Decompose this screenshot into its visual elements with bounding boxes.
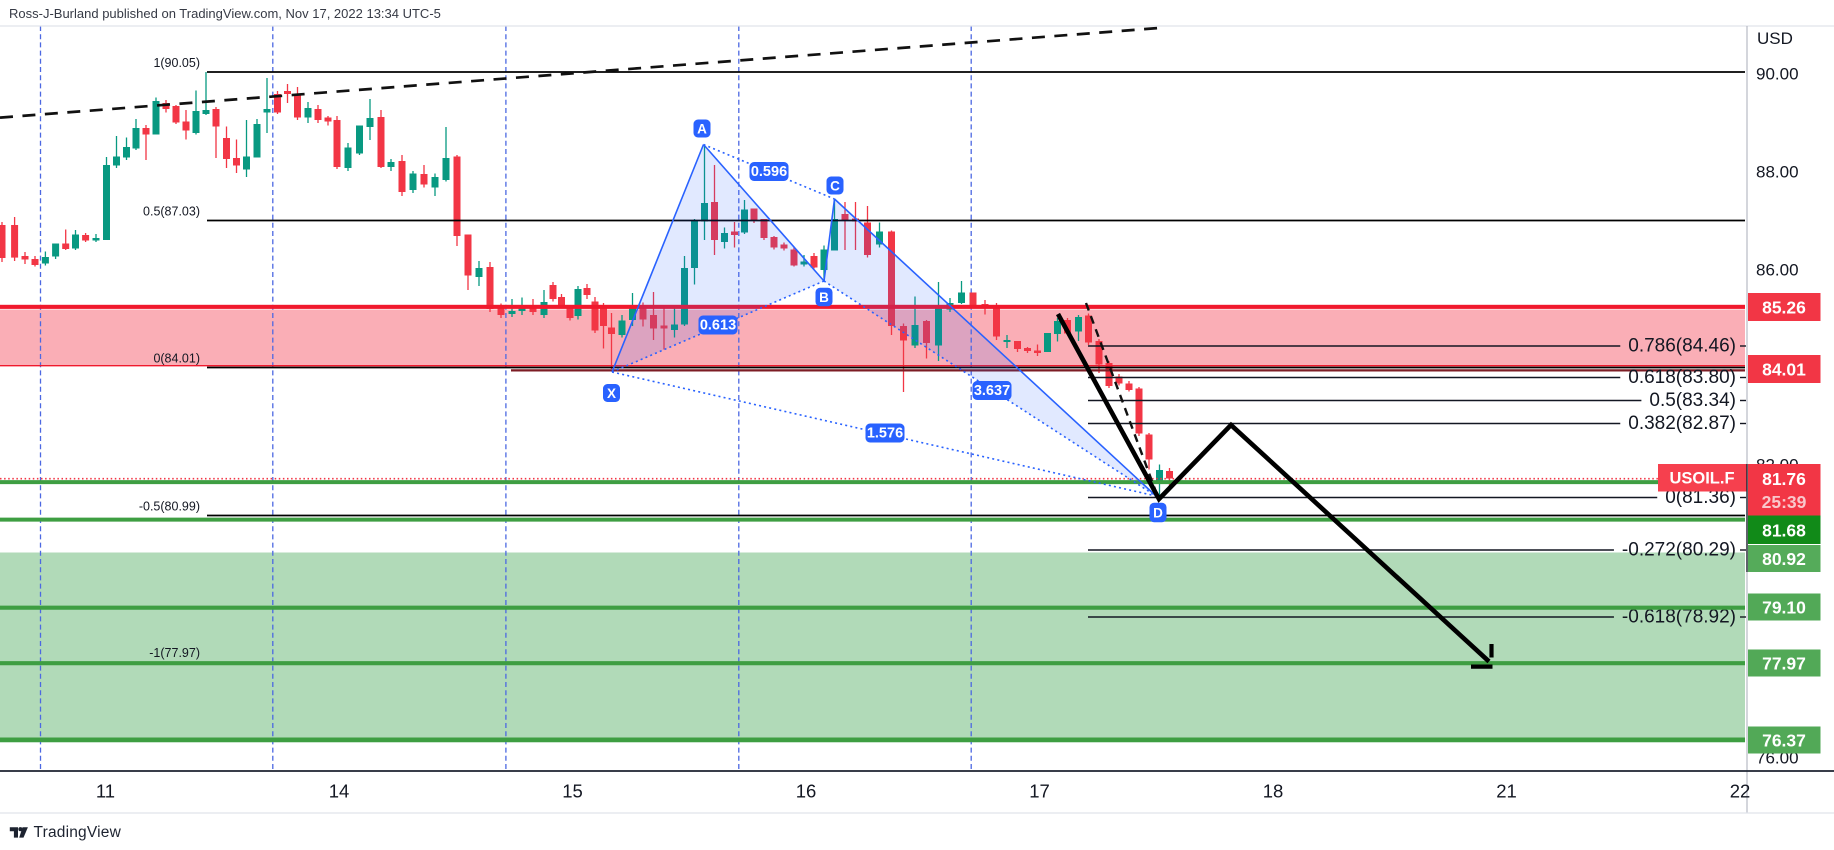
svg-text:1(90.05): 1(90.05) xyxy=(153,56,200,70)
svg-text:81.76: 81.76 xyxy=(1762,469,1806,489)
svg-text:X: X xyxy=(607,386,616,401)
svg-text:88.00: 88.00 xyxy=(1756,163,1799,182)
svg-text:17: 17 xyxy=(1029,781,1050,802)
svg-text:0(84.01): 0(84.01) xyxy=(153,352,200,366)
svg-text:80.92: 80.92 xyxy=(1762,549,1806,569)
svg-text:1.576: 1.576 xyxy=(867,426,903,442)
svg-text:21: 21 xyxy=(1496,781,1517,802)
svg-text:Ross-J-Burland published on Tr: Ross-J-Burland published on TradingView.… xyxy=(9,6,441,21)
svg-text:86.00: 86.00 xyxy=(1756,261,1799,280)
svg-text:0.613: 0.613 xyxy=(700,318,736,334)
svg-text:0(81.36): 0(81.36) xyxy=(1665,487,1736,508)
svg-text:C: C xyxy=(830,179,840,194)
svg-text:0.786(84.46): 0.786(84.46) xyxy=(1628,336,1736,357)
svg-text:0.618(83.80): 0.618(83.80) xyxy=(1628,367,1736,388)
svg-text:-0.5(80.99): -0.5(80.99) xyxy=(139,500,200,514)
svg-text:22: 22 xyxy=(1730,781,1751,802)
svg-text:USOIL.F: USOIL.F xyxy=(1669,470,1734,488)
svg-text:3.637: 3.637 xyxy=(974,383,1010,399)
svg-text:81.68: 81.68 xyxy=(1762,520,1806,540)
svg-text:0.5(87.03): 0.5(87.03) xyxy=(143,205,200,219)
svg-text:90.00: 90.00 xyxy=(1756,65,1799,84)
svg-text:18: 18 xyxy=(1263,781,1284,802)
svg-text:14: 14 xyxy=(329,781,350,802)
svg-text:0.5(83.34): 0.5(83.34) xyxy=(1649,390,1736,411)
svg-text:USD: USD xyxy=(1757,29,1793,48)
svg-text:15: 15 xyxy=(562,781,583,802)
svg-text:TradingView: TradingView xyxy=(34,824,122,841)
svg-text:0.382(82.87): 0.382(82.87) xyxy=(1628,413,1736,434)
svg-text:-1(77.97): -1(77.97) xyxy=(149,646,200,660)
svg-text:79.10: 79.10 xyxy=(1762,598,1806,618)
svg-text:D: D xyxy=(1153,506,1163,521)
svg-text:-0.272(80.29): -0.272(80.29) xyxy=(1622,540,1736,561)
svg-text:76.37: 76.37 xyxy=(1762,731,1806,751)
svg-text:16: 16 xyxy=(796,781,817,802)
svg-text:85.26: 85.26 xyxy=(1762,298,1806,318)
svg-text:11: 11 xyxy=(96,781,115,802)
svg-text:A: A xyxy=(697,122,707,137)
svg-text:25:39: 25:39 xyxy=(1762,492,1807,512)
svg-text:84.01: 84.01 xyxy=(1762,360,1806,380)
svg-text:-0.618(78.92): -0.618(78.92) xyxy=(1622,607,1736,628)
svg-text:77.97: 77.97 xyxy=(1762,654,1806,674)
svg-text:0.596: 0.596 xyxy=(751,164,787,180)
svg-text:B: B xyxy=(819,290,829,305)
